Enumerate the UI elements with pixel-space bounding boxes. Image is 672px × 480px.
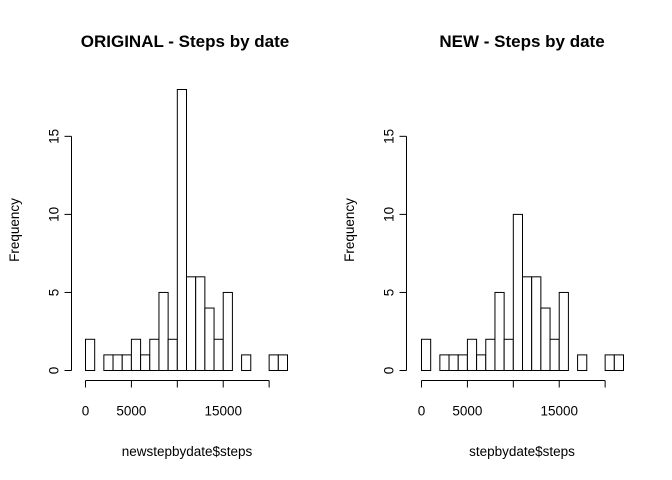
x-axis-label: newstepbydate$steps [122,444,253,459]
histogram-bar [549,338,560,371]
x-tick-label: 5000 [452,404,482,419]
histogram-bar [277,354,288,371]
histogram-bar [448,354,459,371]
histogram-bar [112,354,123,371]
histogram-bar [140,354,151,371]
y-axis-label: Frequency [342,198,357,262]
x-tick-label: 0 [82,404,90,419]
y-tick-label: 5 [382,289,397,297]
histogram-panel-original: ORIGINAL - Steps by date newstepbydate$s… [7,32,289,459]
x-tick-label: 5000 [116,404,146,419]
histogram-bar [222,291,233,372]
axes: 0 5 10 15 0 5000 15000 [47,129,270,419]
histogram-bar [457,354,468,371]
histogram-bar [604,354,615,371]
histogram-bar [204,307,215,371]
y-tick-label: 0 [382,367,397,375]
histogram-bar [103,354,114,371]
histogram-bar [466,338,478,371]
histogram-bar [512,213,523,371]
histogram-bar [167,338,178,371]
histogram-bar [540,307,551,371]
histogram-bar [195,276,206,372]
y-tick-label: 10 [382,207,397,222]
histogram-bar [531,276,542,372]
x-tick-label: 0 [418,404,426,419]
histogram-bar [149,338,160,371]
histogram-bar [476,354,487,371]
histogram-bar [485,338,496,371]
y-tick-label: 10 [47,207,62,222]
y-tick-label: 15 [382,129,397,144]
histogram-panel-new: NEW - Steps by date stepbydate$steps Fre… [342,32,624,459]
histogram-bar [494,291,505,372]
histogram-bars [85,89,288,372]
histogram-bar [577,354,588,371]
histogram-bar [130,338,142,371]
x-tick-label: 15000 [540,404,578,419]
histogram-bar [522,276,533,372]
x-tick-label: 15000 [204,404,242,419]
x-axis-label: stepbydate$steps [469,444,575,459]
histogram-bar [558,291,569,372]
histogram-bar [613,354,624,371]
histogram-bar [176,89,187,371]
histogram-bar [213,338,224,371]
histogram-bar [421,338,432,371]
chart-title: NEW - Steps by date [439,32,604,51]
histogram-bar [85,338,96,371]
histogram-bar [186,276,197,372]
histogram-bar [439,354,450,371]
chart-title: ORIGINAL - Steps by date [81,32,289,51]
axes: 0 5 10 15 0 5000 15000 [382,129,606,419]
histogram-bar [503,338,514,371]
histogram-bars [421,213,624,372]
histogram-bar [121,354,132,371]
y-axis-label: Frequency [7,198,22,262]
y-tick-label: 0 [47,367,62,375]
histogram-bar [268,354,279,371]
y-tick-label: 15 [47,129,62,144]
histogram-bar [158,291,169,372]
y-tick-label: 5 [47,289,62,297]
histogram-bar [241,354,252,371]
